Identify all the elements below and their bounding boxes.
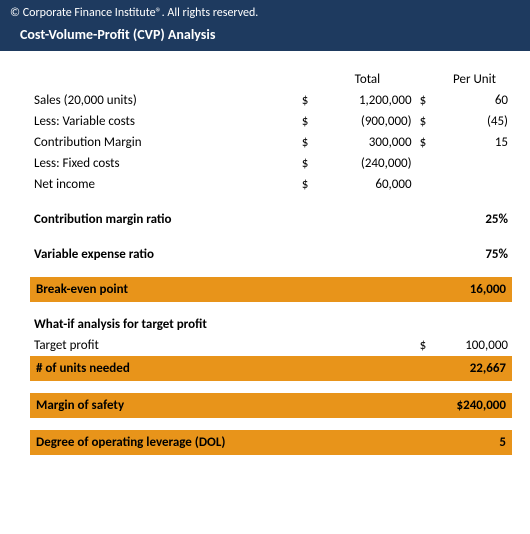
- row-ve-ratio: Variable expense ratio 75%: [30, 244, 512, 265]
- currency-symbol: $: [298, 174, 319, 195]
- col-header-total: Total: [319, 69, 415, 90]
- netinc-label: Net income: [30, 174, 298, 195]
- sales-total: 1,200,000: [319, 90, 415, 111]
- cvp-table-container: Total Per Unit Sales (20,000 units) $ 1,…: [0, 51, 530, 465]
- row-contribution-margin: Contribution Margin $ 300,000 $ 15: [30, 132, 512, 153]
- currency-symbol: $: [298, 90, 319, 111]
- target-profit-value: 100,000: [437, 335, 512, 356]
- currency-symbol: $: [416, 111, 437, 132]
- sales-unit: 60: [437, 90, 512, 111]
- whatif-heading: What-if analysis for target profit: [30, 314, 512, 335]
- row-sales: Sales (20,000 units) $ 1,200,000 $ 60: [30, 90, 512, 111]
- breakeven-value: 16,000: [437, 277, 512, 302]
- ve-ratio-label: Variable expense ratio: [30, 244, 298, 265]
- col-header-perunit: Per Unit: [437, 69, 512, 90]
- currency-symbol: $: [298, 153, 319, 174]
- margin-safety-label: Margin of safety: [30, 393, 298, 418]
- copyright-bar: © Corporate Finance Institute®. All righ…: [0, 0, 530, 24]
- row-dol: Degree of operating leverage (DOL) 5: [30, 430, 512, 455]
- breakeven-label: Break-even point: [30, 277, 298, 302]
- varcost-total: (900,000): [319, 111, 415, 132]
- varcost-unit: (45): [437, 111, 512, 132]
- row-units-needed: # of units needed 22,667: [30, 356, 512, 381]
- sales-label: Sales (20,000 units): [30, 90, 298, 111]
- cm-ratio-value: 25%: [437, 209, 512, 230]
- row-variable-costs: Less: Variable costs $ (900,000) $ (45): [30, 111, 512, 132]
- currency-symbol: $: [416, 335, 437, 356]
- row-whatif-heading: What-if analysis for target profit: [30, 314, 512, 335]
- fixed-label: Less: Fixed costs: [30, 153, 298, 174]
- margin-safety-value: $240,000: [437, 393, 512, 418]
- row-cm-ratio: Contribution margin ratio 25%: [30, 209, 512, 230]
- page-title: Cost-Volume-Profit (CVP) Analysis: [0, 24, 530, 51]
- ve-ratio-value: 75%: [437, 244, 512, 265]
- target-profit-label: Target profit: [30, 335, 298, 356]
- row-net-income: Net income $ 60,000: [30, 174, 512, 195]
- currency-symbol: $: [298, 111, 319, 132]
- row-fixed-costs: Less: Fixed costs $ (240,000): [30, 153, 512, 174]
- row-margin-safety: Margin of safety $240,000: [30, 393, 512, 418]
- cm-total: 300,000: [319, 132, 415, 153]
- cm-label: Contribution Margin: [30, 132, 298, 153]
- cm-ratio-label: Contribution margin ratio: [30, 209, 298, 230]
- row-break-even: Break-even point 16,000: [30, 277, 512, 302]
- currency-symbol: $: [416, 90, 437, 111]
- units-needed-label: # of units needed: [30, 356, 298, 381]
- cvp-table: Total Per Unit Sales (20,000 units) $ 1,…: [30, 69, 512, 455]
- row-target-profit: Target profit $ 100,000: [30, 335, 512, 356]
- dol-label: Degree of operating leverage (DOL): [30, 430, 298, 455]
- cm-unit: 15: [437, 132, 512, 153]
- currency-symbol: $: [298, 132, 319, 153]
- varcost-label: Less: Variable costs: [30, 111, 298, 132]
- currency-symbol: $: [416, 132, 437, 153]
- header-row: Total Per Unit: [30, 69, 512, 90]
- netinc-total: 60,000: [319, 174, 415, 195]
- dol-value: 5: [437, 430, 512, 455]
- fixed-total: (240,000): [319, 153, 415, 174]
- units-needed-value: 22,667: [437, 356, 512, 381]
